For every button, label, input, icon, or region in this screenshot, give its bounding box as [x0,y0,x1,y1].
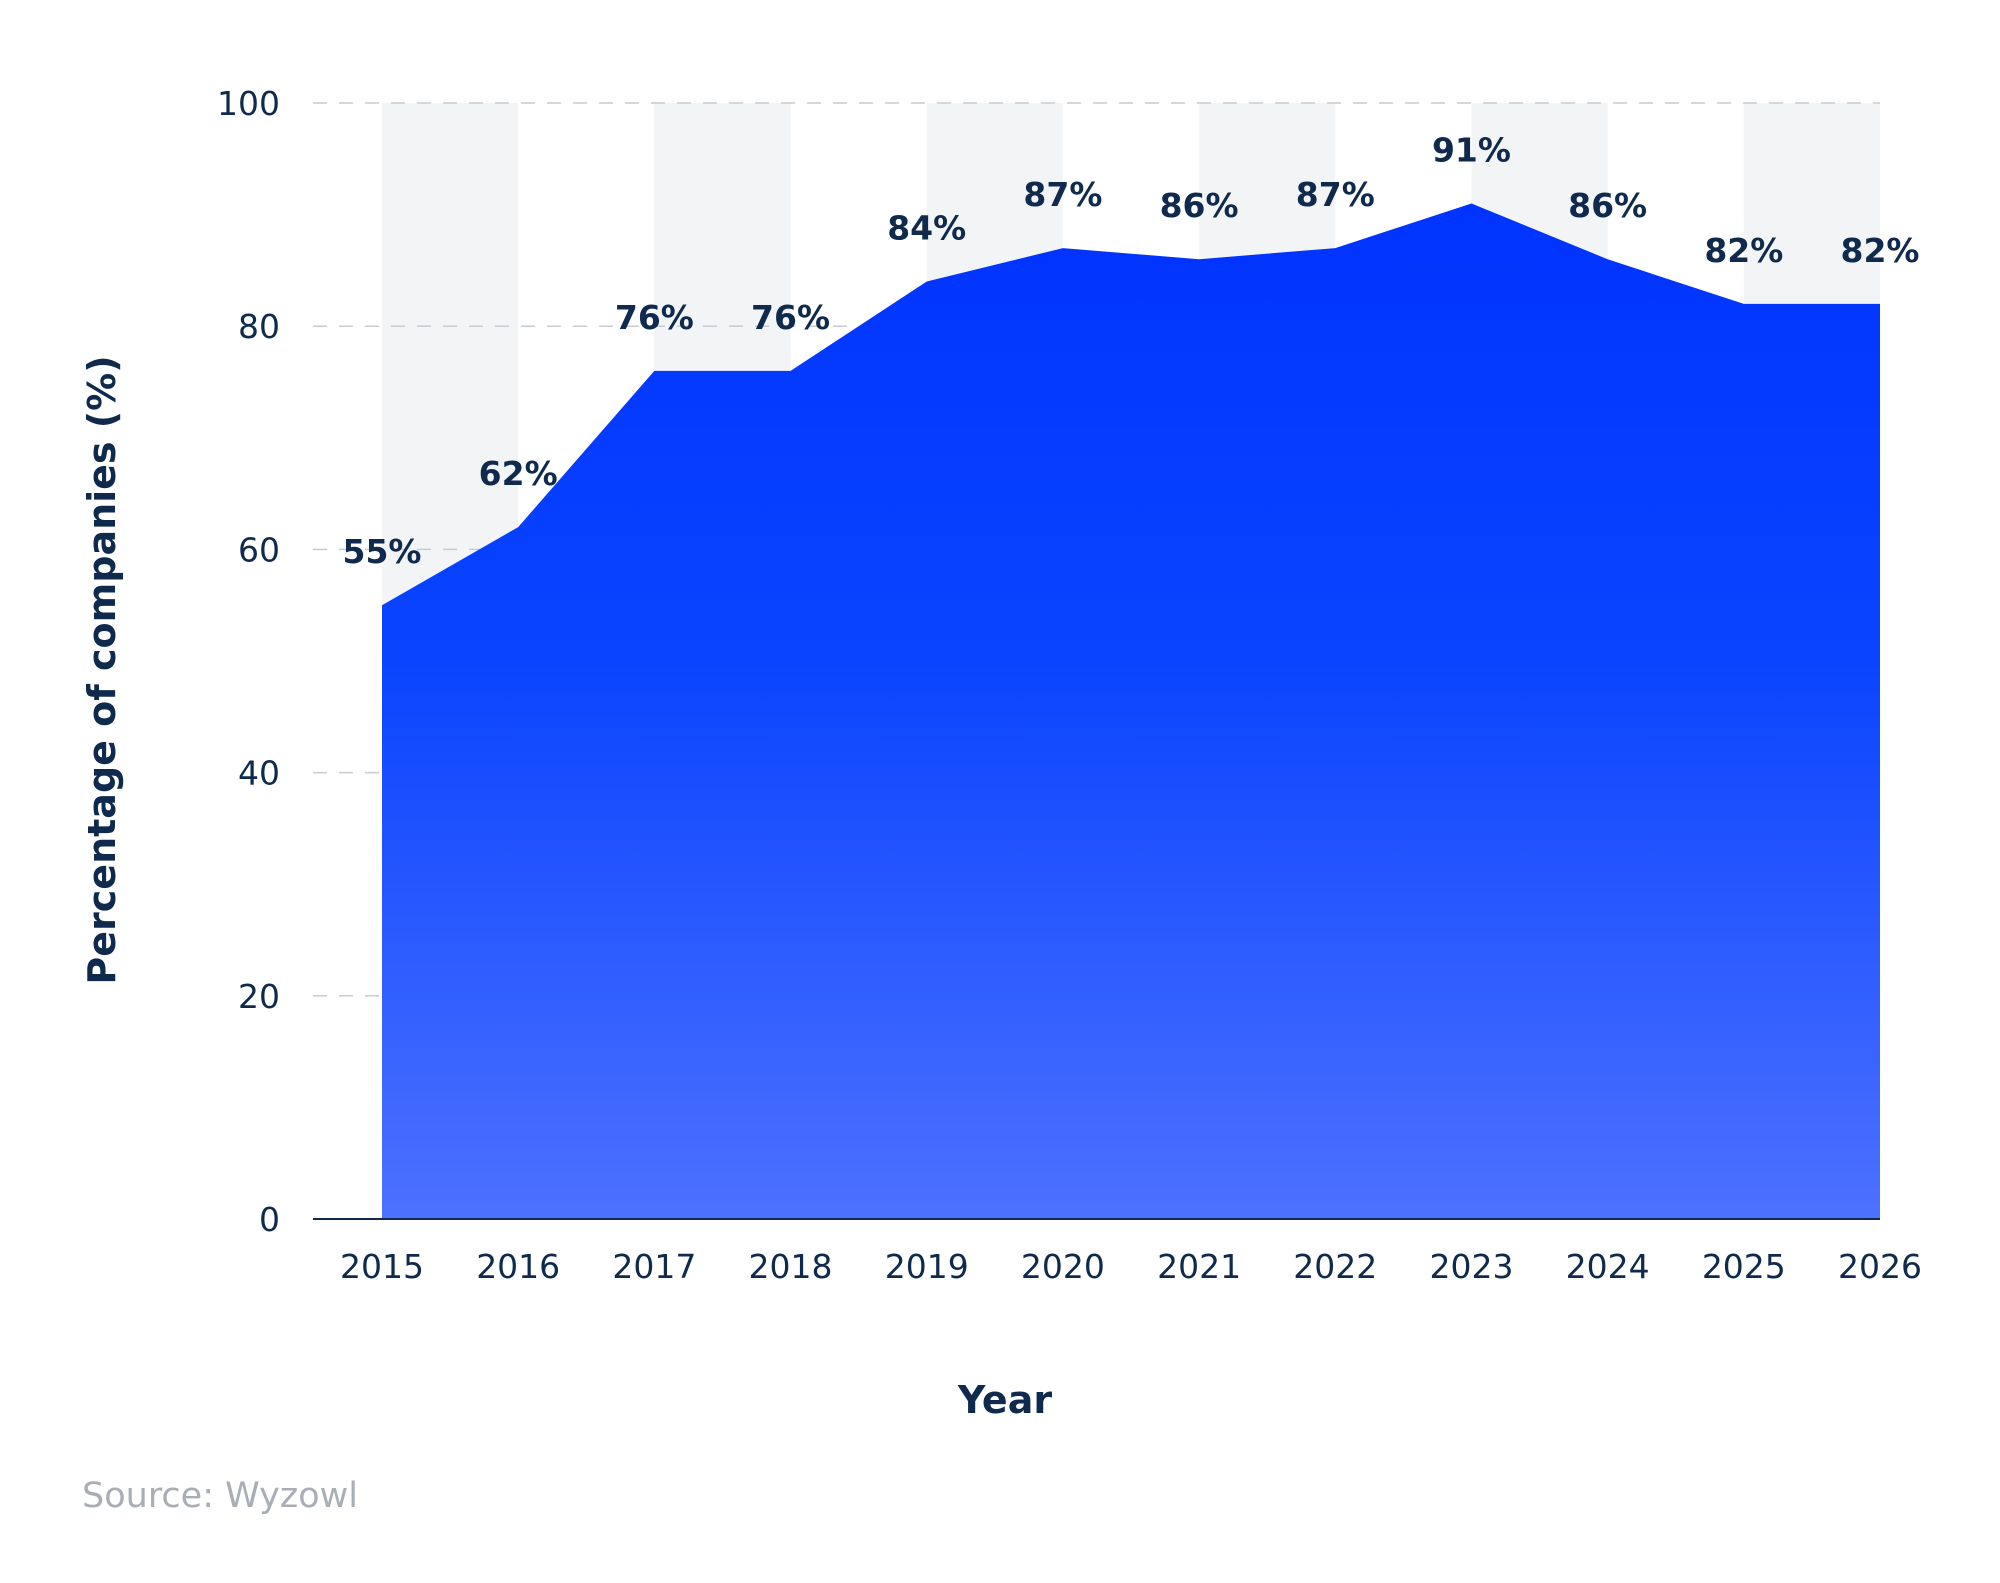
x-tick-label-2021: 2021 [1157,1247,1241,1286]
data-label-2020: 87% [1023,175,1102,214]
x-tick-label-2020: 2020 [1021,1247,1105,1286]
area-series [382,203,1880,1219]
x-tick-label-2023: 2023 [1429,1247,1513,1286]
x-axis-title: Year [957,1378,1052,1422]
x-tick-label-2024: 2024 [1566,1247,1650,1286]
data-labels: 55% 62% 76% 76% 84% 87% 86% 87% 91% 86% 82% 82% [343,130,1920,571]
data-label-2022: 87% [1296,175,1375,214]
data-label-2021: 86% [1160,186,1239,225]
y-tick-label-100: 100 [217,84,280,123]
data-label-2015: 55% [343,532,422,571]
data-label-2017: 76% [615,298,694,337]
x-tick-label-2015: 2015 [340,1247,424,1286]
y-axis-ticks: 0 20 40 60 80 100 [217,84,280,1239]
source-note: Source: Wyzowl [82,1476,358,1516]
data-label-2023: 91% [1432,130,1511,169]
y-tick-label-20: 20 [238,977,280,1016]
data-label-2024: 86% [1568,186,1647,225]
y-tick-label-80: 80 [238,307,280,346]
x-tick-label-2016: 2016 [476,1247,560,1286]
x-axis-ticks: 2015 2016 2017 2018 2019 2020 2021 2022 2023 2024… [340,1247,1922,1286]
data-label-2019: 84% [887,209,966,248]
y-axis-title: Percentage of companies (%) [80,355,124,984]
x-tick-label-2025: 2025 [1702,1247,1786,1286]
y-tick-label-0: 0 [259,1200,280,1239]
data-label-2018: 76% [751,298,830,337]
data-label-2026: 82% [1841,231,1920,270]
x-tick-label-2018: 2018 [749,1247,833,1286]
x-tick-label-2026: 2026 [1838,1247,1922,1286]
y-tick-label-60: 60 [238,530,280,569]
data-label-2016: 62% [479,454,558,493]
x-tick-label-2019: 2019 [885,1247,969,1286]
y-tick-label-40: 40 [238,754,280,793]
x-tick-label-2017: 2017 [612,1247,696,1286]
data-label-2025: 82% [1704,231,1783,270]
area-fill [382,203,1880,1219]
x-tick-label-2022: 2022 [1293,1247,1377,1286]
